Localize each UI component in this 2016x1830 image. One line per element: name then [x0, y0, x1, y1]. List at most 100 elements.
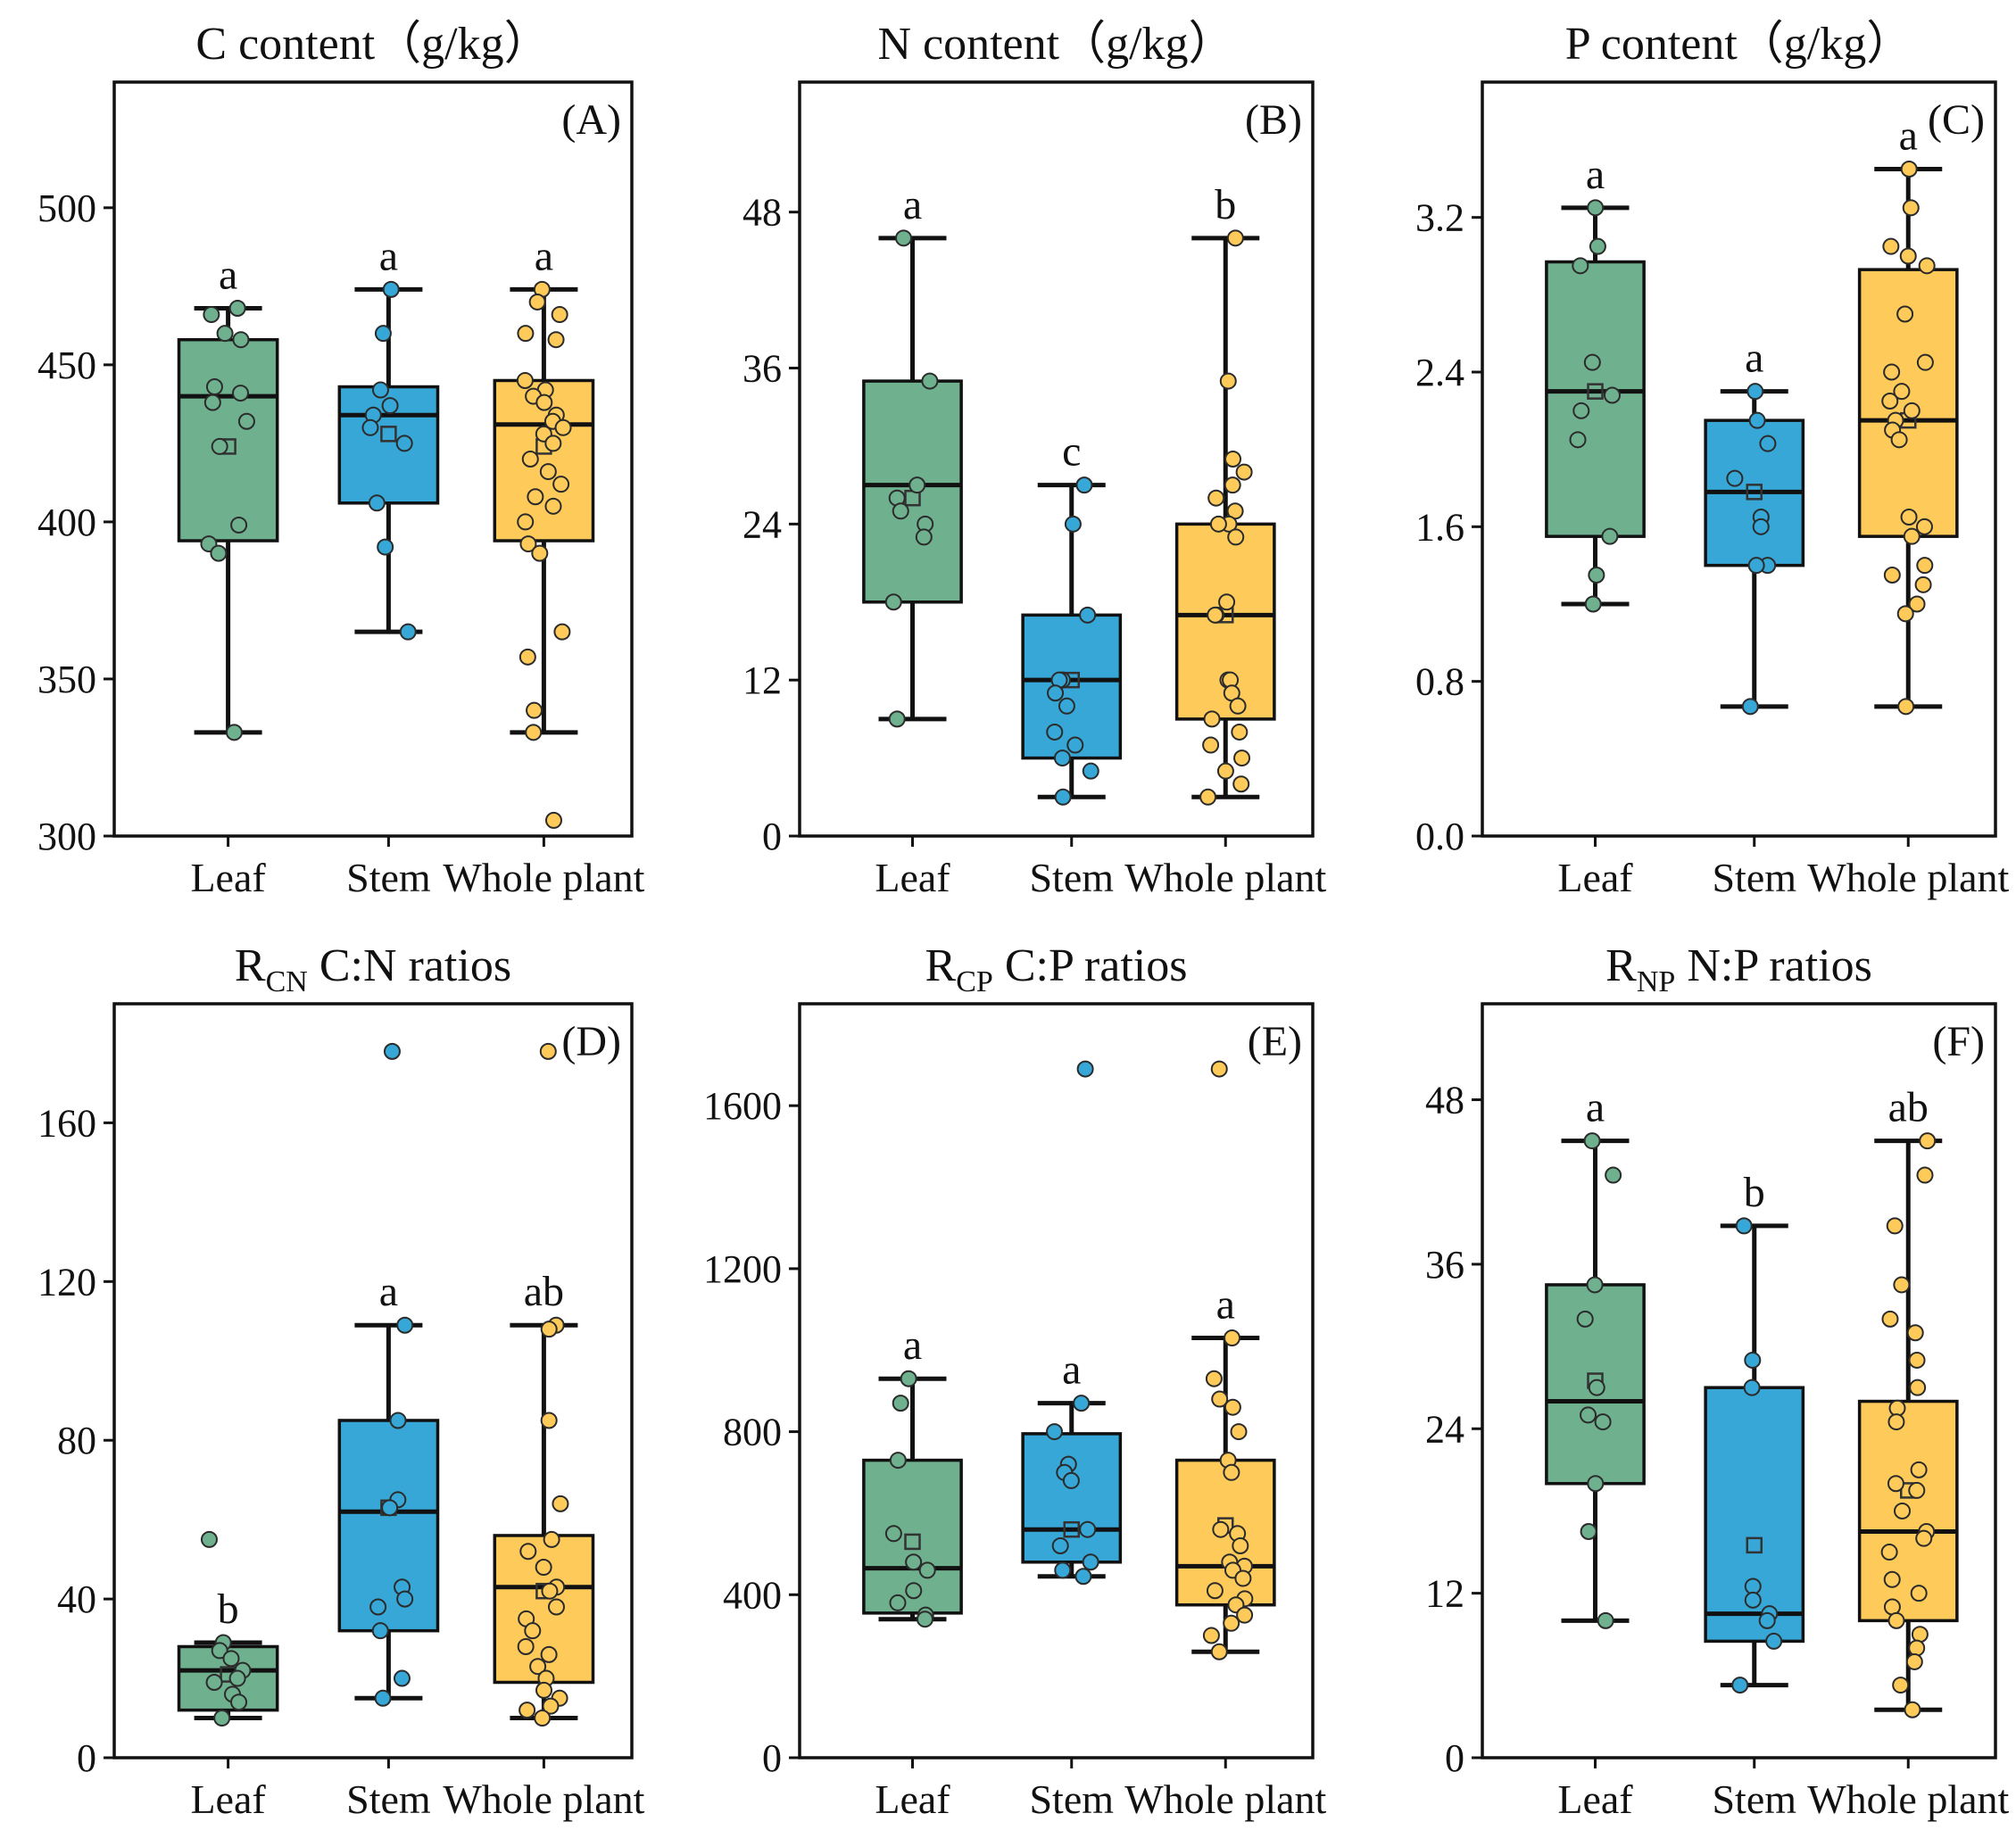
x-tick-label: Whole plant: [1124, 1776, 1326, 1822]
data-point: [1236, 1606, 1254, 1624]
panel-label: (E): [1248, 1018, 1302, 1065]
y-tick-label: 300: [37, 815, 96, 858]
data-point: [525, 724, 543, 741]
y-tick-label: 450: [37, 344, 96, 387]
data-point: [1759, 435, 1777, 452]
y-tick-label: 48: [743, 191, 782, 235]
data-point: [1908, 595, 1926, 613]
data-point: [213, 1710, 231, 1727]
data-point: [1605, 1166, 1622, 1184]
data-point: [1894, 1502, 1912, 1519]
data-point: [529, 1658, 547, 1676]
data-point: [1224, 451, 1242, 468]
significance-letter: ab: [1888, 1084, 1929, 1131]
data-point: [1915, 1529, 1933, 1547]
group-leaf: Leaf a: [862, 1321, 963, 1822]
x-tick-label: Stem: [1029, 1776, 1114, 1822]
data-point: [1883, 363, 1901, 381]
data-point: [539, 1042, 557, 1060]
data-point: [1053, 749, 1071, 767]
data-point: [1210, 1060, 1228, 1078]
data-point: [535, 1559, 552, 1577]
y-tick-label: 36: [743, 347, 782, 391]
data-point: [1903, 402, 1921, 419]
data-point: [1066, 736, 1084, 754]
data-point: [552, 1495, 569, 1512]
plot-frame: [1481, 1002, 1997, 1760]
y-tick-label: 120: [37, 1260, 96, 1304]
data-point: [554, 418, 572, 436]
panel-A: C content（g/kg）(A)300350400450500LeafaSt…: [37, 19, 645, 900]
data-point: [1741, 698, 1759, 716]
data-point: [1202, 736, 1220, 754]
data-point: [203, 306, 220, 324]
data-point: [1054, 1561, 1072, 1579]
data-point: [516, 371, 534, 389]
data-point: [1224, 1398, 1241, 1416]
data-point: [371, 381, 389, 399]
data-point: [1076, 1060, 1094, 1078]
data-point: [1079, 606, 1097, 624]
y-tick-label: 0.0: [1415, 815, 1464, 858]
mean-marker: [380, 426, 397, 443]
data-point: [527, 488, 544, 506]
data-point: [211, 437, 228, 455]
y-tick-label: 0.8: [1415, 660, 1464, 704]
y-tick-label: 2.4: [1415, 351, 1464, 394]
data-point: [230, 1693, 248, 1711]
mean-marker: [904, 1533, 921, 1551]
data-point: [228, 300, 246, 317]
data-point: [1206, 1582, 1224, 1600]
data-point: [205, 378, 223, 396]
x-tick-label: Whole plant: [1124, 855, 1326, 900]
panel-label: (A): [561, 96, 621, 144]
data-point: [1892, 1677, 1910, 1694]
data-point: [1748, 411, 1766, 429]
data-point: [1603, 386, 1621, 404]
x-tick-label: Whole plant: [443, 1776, 644, 1822]
data-point: [892, 1395, 909, 1412]
panel-title: RCN C:N ratios: [235, 940, 511, 998]
plot-frame: [798, 1002, 1315, 1760]
significance-letter: a: [1062, 1346, 1081, 1394]
data-point: [371, 1622, 389, 1640]
data-point: [1199, 788, 1217, 806]
data-point: [1890, 431, 1908, 449]
data-point: [1881, 393, 1899, 410]
data-point: [1203, 710, 1221, 728]
data-point: [1903, 527, 1921, 545]
panel-label: (B): [1245, 96, 1302, 144]
title-rest: C:P ratios: [993, 940, 1188, 991]
data-point: [1893, 1276, 1911, 1294]
data-point: [1911, 1626, 1929, 1644]
data-point: [1916, 353, 1934, 371]
data-point: [1232, 775, 1250, 793]
data-point: [1212, 1520, 1230, 1538]
group-stem: Stem a: [337, 232, 440, 900]
y-tick-label: 800: [723, 1411, 782, 1454]
significance-letter: a: [1216, 1281, 1235, 1329]
data-point: [541, 1582, 559, 1600]
data-point: [900, 1370, 917, 1387]
data-point: [1231, 723, 1249, 741]
data-point: [1216, 762, 1234, 780]
y-tick-label: 0: [77, 1736, 96, 1780]
data-point: [539, 463, 557, 481]
data-point: [1916, 557, 1934, 575]
y-tick-label: 24: [1425, 1407, 1464, 1451]
x-tick-label: Whole plant: [443, 855, 644, 900]
data-point: [1752, 518, 1770, 535]
x-tick-label: Stem: [346, 855, 431, 900]
data-point: [1580, 1406, 1597, 1424]
data-point: [1746, 383, 1764, 401]
data-point: [1209, 515, 1227, 533]
y-tick-label: 48: [1425, 1079, 1464, 1122]
data-point: [1054, 788, 1072, 806]
data-point: [203, 393, 221, 411]
data-point: [1909, 1379, 1927, 1396]
data-point: [1735, 1217, 1753, 1235]
data-point: [1896, 305, 1914, 323]
data-point: [519, 648, 536, 666]
y-tick-label: 12: [743, 658, 782, 702]
y-tick-label: 1600: [703, 1084, 782, 1128]
